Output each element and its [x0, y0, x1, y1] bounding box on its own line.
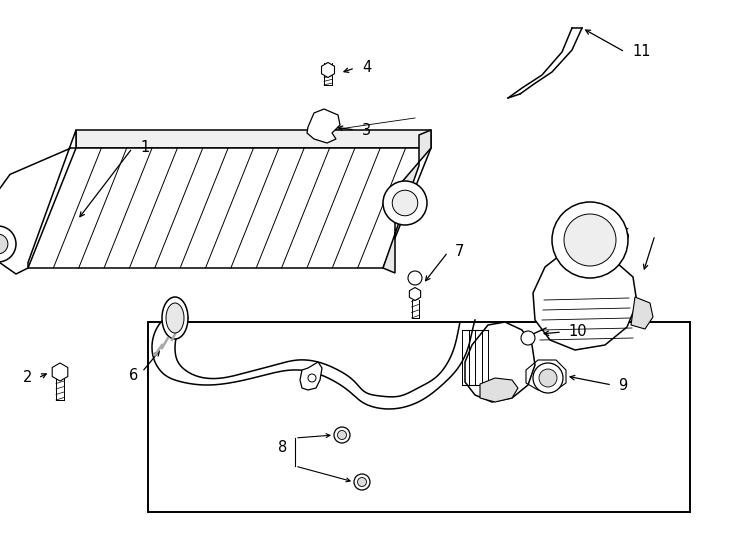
- Text: 9: 9: [618, 377, 628, 393]
- Text: 3: 3: [362, 123, 371, 138]
- Circle shape: [383, 181, 427, 225]
- Text: 11: 11: [632, 44, 650, 59]
- Text: 6: 6: [128, 368, 138, 382]
- Polygon shape: [52, 363, 68, 381]
- Polygon shape: [410, 287, 421, 300]
- Circle shape: [533, 363, 563, 393]
- Text: 1: 1: [140, 140, 150, 156]
- Circle shape: [0, 226, 16, 262]
- Text: 5: 5: [621, 227, 630, 242]
- Polygon shape: [533, 253, 637, 350]
- Circle shape: [564, 214, 616, 266]
- Polygon shape: [321, 63, 335, 78]
- Circle shape: [408, 271, 422, 285]
- Circle shape: [539, 369, 557, 387]
- Circle shape: [521, 331, 535, 345]
- Ellipse shape: [166, 303, 184, 333]
- Polygon shape: [307, 109, 340, 143]
- Circle shape: [338, 430, 346, 440]
- Circle shape: [354, 474, 370, 490]
- Text: 7: 7: [455, 245, 465, 260]
- Circle shape: [0, 234, 8, 254]
- Circle shape: [308, 374, 316, 382]
- Polygon shape: [0, 130, 76, 274]
- Polygon shape: [383, 130, 431, 273]
- Polygon shape: [631, 297, 653, 329]
- Polygon shape: [480, 378, 518, 402]
- Ellipse shape: [162, 297, 188, 339]
- Text: 4: 4: [362, 60, 371, 76]
- Polygon shape: [76, 130, 431, 148]
- Polygon shape: [465, 322, 535, 402]
- Text: 10: 10: [568, 325, 586, 340]
- Polygon shape: [28, 148, 431, 268]
- Bar: [148, 322, 690, 512]
- Polygon shape: [300, 362, 322, 390]
- Circle shape: [552, 202, 628, 278]
- Text: 2: 2: [23, 370, 32, 386]
- Circle shape: [357, 477, 366, 487]
- Circle shape: [392, 190, 418, 216]
- Circle shape: [334, 427, 350, 443]
- Text: 8: 8: [277, 441, 287, 456]
